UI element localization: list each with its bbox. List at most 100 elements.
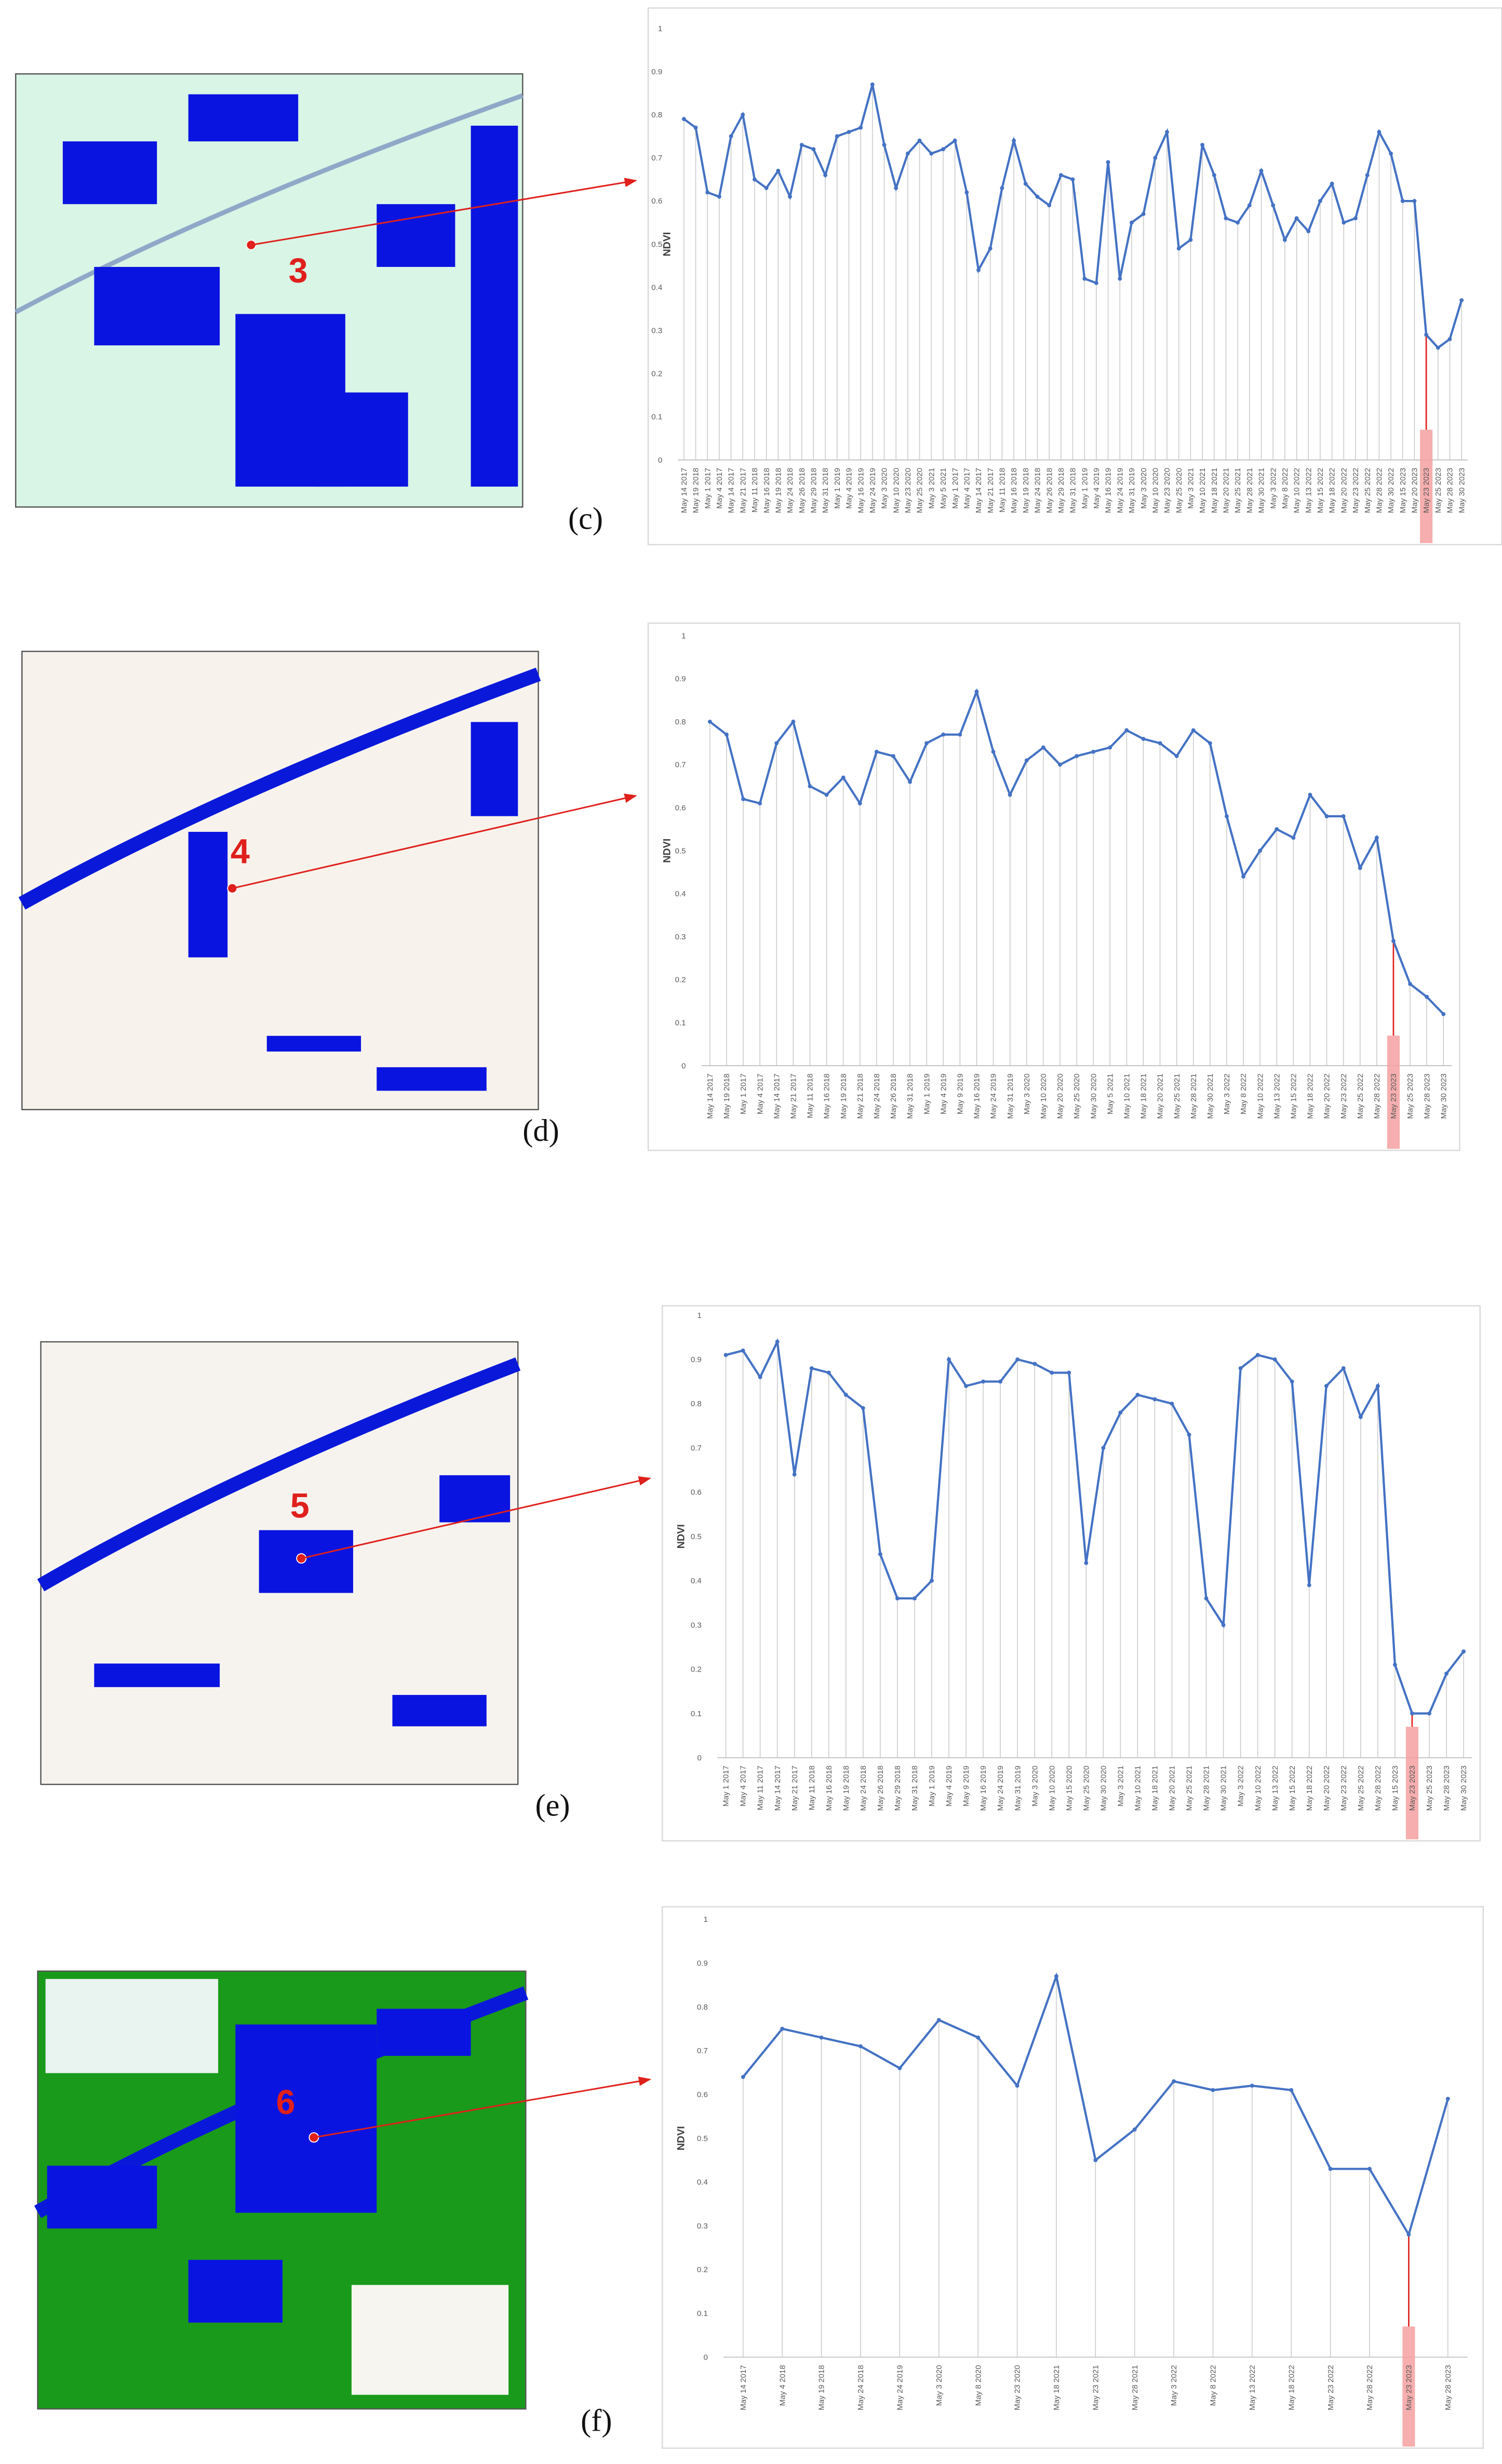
point (1225, 814, 1229, 818)
ndvi-line (726, 1338, 1465, 1715)
map-river (37, 1357, 521, 1592)
point (976, 268, 981, 272)
y-tick-label: 0.8 (691, 1399, 702, 1408)
x-tick-label: May 23 2022 (1351, 468, 1360, 513)
y-axis-label: NDVI (676, 2126, 687, 2150)
x-tick-label: May 15 2023 (1391, 1766, 1400, 1811)
point (895, 1596, 900, 1600)
point (1324, 814, 1329, 818)
x-tick-label: May 23 2020 (1013, 2365, 1022, 2410)
point (1389, 151, 1393, 156)
x-tick-label: May 8 2020 (974, 2365, 983, 2406)
map-patch (94, 1663, 220, 1687)
point (1412, 199, 1417, 204)
y-tick-label: 0.8 (675, 718, 686, 726)
y-tick-label: 0.2 (675, 976, 686, 985)
y-tick-label: 0.2 (691, 1665, 702, 1674)
point (859, 125, 863, 130)
x-tick-label: May 28 2021 (1189, 1073, 1198, 1119)
x-tick-label: May 24 2018 (856, 2365, 865, 2410)
point (705, 190, 710, 195)
x-tick-label: May 14 2017 (706, 1073, 715, 1119)
point (1408, 981, 1412, 986)
point (1224, 216, 1228, 221)
point (1238, 1366, 1243, 1370)
point (758, 801, 762, 806)
x-tick-label: May 28 2022 (1373, 1073, 1382, 1119)
point (1425, 994, 1429, 999)
x-tick-label: May 19 2018 (817, 2365, 826, 2410)
x-tick-label: May 11 2018 (998, 468, 1007, 513)
x-tick-label: May 25 2023 (1406, 1073, 1415, 1119)
point (780, 2026, 785, 2031)
x-tick-label: May 15 2023 (1399, 468, 1407, 513)
x-tick-label: May 3 2020 (1139, 468, 1148, 509)
map-patch (62, 141, 157, 205)
x-tick-label: May 20 2021 (1156, 1073, 1165, 1119)
point (1272, 1357, 1277, 1362)
x-tick-label: May 30 2023 (1457, 468, 1466, 513)
y-tick-label: 0.3 (691, 1621, 702, 1630)
y-tick-label: 0.5 (651, 240, 662, 249)
x-tick-label: May 28 2022 (1365, 2365, 1374, 2410)
point (693, 125, 698, 130)
point (861, 1406, 865, 1410)
point (1358, 1415, 1363, 1419)
x-tick-label: May 1 2017 (722, 1766, 731, 1807)
point (741, 2075, 745, 2079)
x-tick-label: May 21 2017 (739, 468, 747, 513)
highlight-box (1387, 1035, 1400, 1149)
x-tick-label: May 5 2021 (1106, 1073, 1115, 1114)
point (725, 732, 729, 737)
y-tick-label: 0.9 (651, 68, 662, 76)
y-tick-label: 1 (703, 1915, 707, 1924)
y-tick-label: 0.3 (675, 933, 686, 941)
x-tick-label: May 31 2018 (906, 1073, 915, 1119)
map-number: 3 (289, 252, 308, 290)
point (717, 194, 721, 199)
y-tick-label: 0.9 (697, 1959, 708, 1968)
y-tick-label: 0.4 (675, 890, 686, 898)
x-tick-label: May 28 2023 (1442, 1766, 1451, 1811)
y-tick-label: 0.5 (697, 2134, 708, 2143)
x-tick-label: May 3 2022 (1237, 1766, 1245, 1807)
x-tick-label: May 4 2019 (945, 1766, 954, 1807)
x-tick-label: May 19 2018 (774, 468, 783, 513)
x-tick-label: May 23 2023 (1422, 468, 1431, 513)
point (929, 151, 934, 156)
x-tick-label: May 20 2021 (1168, 1766, 1177, 1811)
highlight-box (1420, 429, 1433, 543)
point (947, 1357, 951, 1362)
y-tick-label: 0.7 (697, 2046, 708, 2055)
point (1400, 199, 1405, 204)
y-tick-label: 0.6 (691, 1488, 702, 1497)
point (1392, 1662, 1397, 1667)
x-tick-label: May 25 2020 (916, 468, 924, 513)
map-patch (188, 94, 299, 142)
x-tick-label: May 20 2020 (1056, 1073, 1065, 1119)
x-tick-label: May 31 2019 (1128, 468, 1136, 513)
y-tick-label: 0.6 (697, 2090, 708, 2099)
chart-frame (647, 622, 1460, 1151)
point (1135, 1393, 1140, 1397)
x-tick-label: May 3 2022 (1223, 1073, 1231, 1114)
point (792, 1472, 797, 1477)
chart-frame (647, 7, 1502, 546)
point (1050, 1370, 1054, 1375)
x-tick-label: May 23 2023 (1408, 1766, 1417, 1811)
arrow (232, 793, 637, 890)
point (1015, 1357, 1020, 1362)
x-tick-label: May 23 2022 (1339, 1073, 1348, 1119)
map-patch (377, 2009, 471, 2056)
x-tick-label: May 23 2023 (1405, 2365, 1414, 2410)
point (1176, 246, 1181, 251)
point (1070, 177, 1075, 182)
y-axis-label: NDVI (661, 232, 673, 257)
point (723, 1353, 728, 1357)
arrow (251, 178, 637, 246)
x-tick-label: May 25 2023 (1425, 1766, 1434, 1811)
x-tick-label: May 23 2022 (1326, 2365, 1335, 2410)
point (1406, 2232, 1411, 2237)
point (964, 190, 969, 195)
